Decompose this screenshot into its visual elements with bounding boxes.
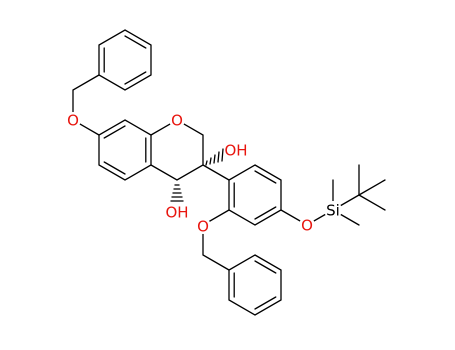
ring bbox=[98, 29, 152, 91]
atom-label: O bbox=[67, 112, 79, 130]
double-bond bbox=[103, 161, 126, 175]
hashed-bond bbox=[170, 184, 184, 202]
ring bbox=[228, 254, 282, 316]
double-bond bbox=[254, 296, 277, 310]
atom-label: O bbox=[171, 112, 183, 130]
ring bbox=[228, 164, 282, 226]
atom-labels: O O OH OH O O Si bbox=[65, 112, 342, 236]
atom-label: O bbox=[301, 217, 313, 235]
double-bond bbox=[254, 170, 277, 184]
ring bbox=[98, 119, 152, 181]
atom-label: O bbox=[197, 218, 209, 236]
bonds bbox=[72, 29, 386, 316]
atom-label: OH bbox=[224, 142, 247, 160]
double-bond bbox=[124, 71, 147, 85]
bond bbox=[358, 194, 386, 211]
bond bbox=[202, 209, 230, 271]
double-bond bbox=[124, 35, 147, 49]
atom-label: OH bbox=[165, 204, 188, 222]
bond bbox=[358, 179, 386, 196]
atom-label: Si bbox=[326, 202, 340, 220]
bond bbox=[202, 164, 230, 181]
hashed-bond bbox=[205, 148, 224, 166]
double-bond bbox=[103, 125, 126, 139]
bond bbox=[72, 74, 100, 136]
double-bond bbox=[254, 206, 277, 220]
double-bond bbox=[254, 260, 277, 274]
